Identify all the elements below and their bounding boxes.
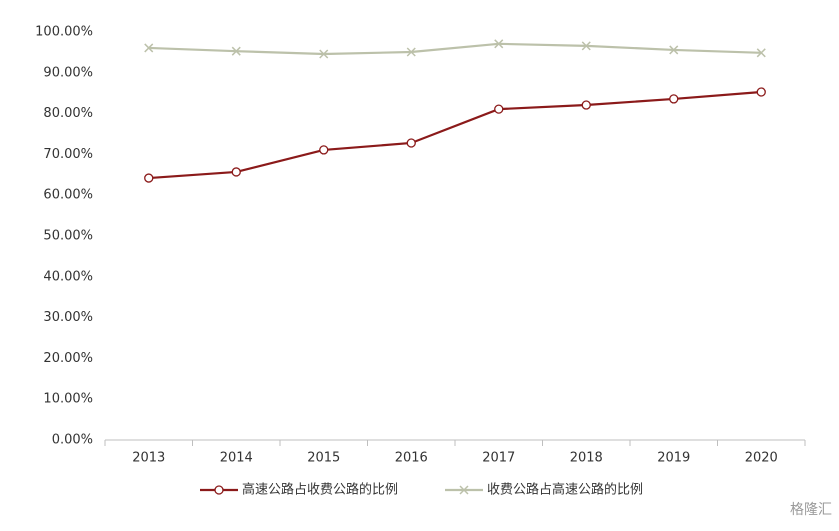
y-tick-label: 0.00%	[52, 433, 93, 448]
data-point	[319, 49, 329, 59]
series-line	[148, 90, 762, 180]
y-tick-label: 40.00%	[43, 269, 93, 284]
y-tick-label: 100.00%	[35, 25, 93, 40]
x-tick-label: 2013	[132, 451, 165, 466]
data-point	[756, 87, 766, 97]
y-tick-label: 30.00%	[43, 310, 93, 325]
data-point	[581, 100, 591, 110]
y-tick-label: 60.00%	[43, 188, 93, 203]
data-point	[494, 104, 504, 114]
y-tick-label: 90.00%	[43, 65, 93, 80]
watermark: 格隆汇	[790, 502, 832, 518]
data-point	[319, 145, 329, 155]
data-point	[669, 94, 679, 104]
y-tick-label: 80.00%	[43, 106, 93, 121]
data-point	[669, 45, 679, 55]
x-tick-label: 2020	[745, 451, 778, 466]
x-tick-label: 2019	[657, 451, 690, 466]
data-point	[144, 43, 154, 53]
data-point	[231, 46, 241, 56]
data-point	[231, 167, 241, 177]
y-tick-label: 10.00%	[43, 392, 93, 407]
legend-marker	[459, 485, 469, 495]
legend-marker	[214, 485, 224, 495]
y-tick-label: 20.00%	[43, 351, 93, 366]
x-tick-label: 2018	[570, 451, 603, 466]
data-point	[756, 48, 766, 58]
y-tick-label: 70.00%	[43, 147, 93, 162]
x-tick-label: 2016	[395, 451, 428, 466]
legend-label: 高速公路占收费公路的比例	[242, 482, 398, 498]
x-tick-label: 2015	[307, 451, 340, 466]
legend-label: 收费公路占高速公路的比例	[487, 482, 643, 498]
data-point	[581, 41, 591, 51]
x-tick-label: 2017	[482, 451, 515, 466]
x-tick-label: 2014	[220, 451, 253, 466]
data-point	[406, 138, 416, 148]
data-point	[494, 39, 504, 49]
data-point	[406, 47, 416, 57]
data-point	[144, 173, 154, 183]
series-line	[148, 42, 762, 56]
y-tick-label: 50.00%	[43, 229, 93, 244]
